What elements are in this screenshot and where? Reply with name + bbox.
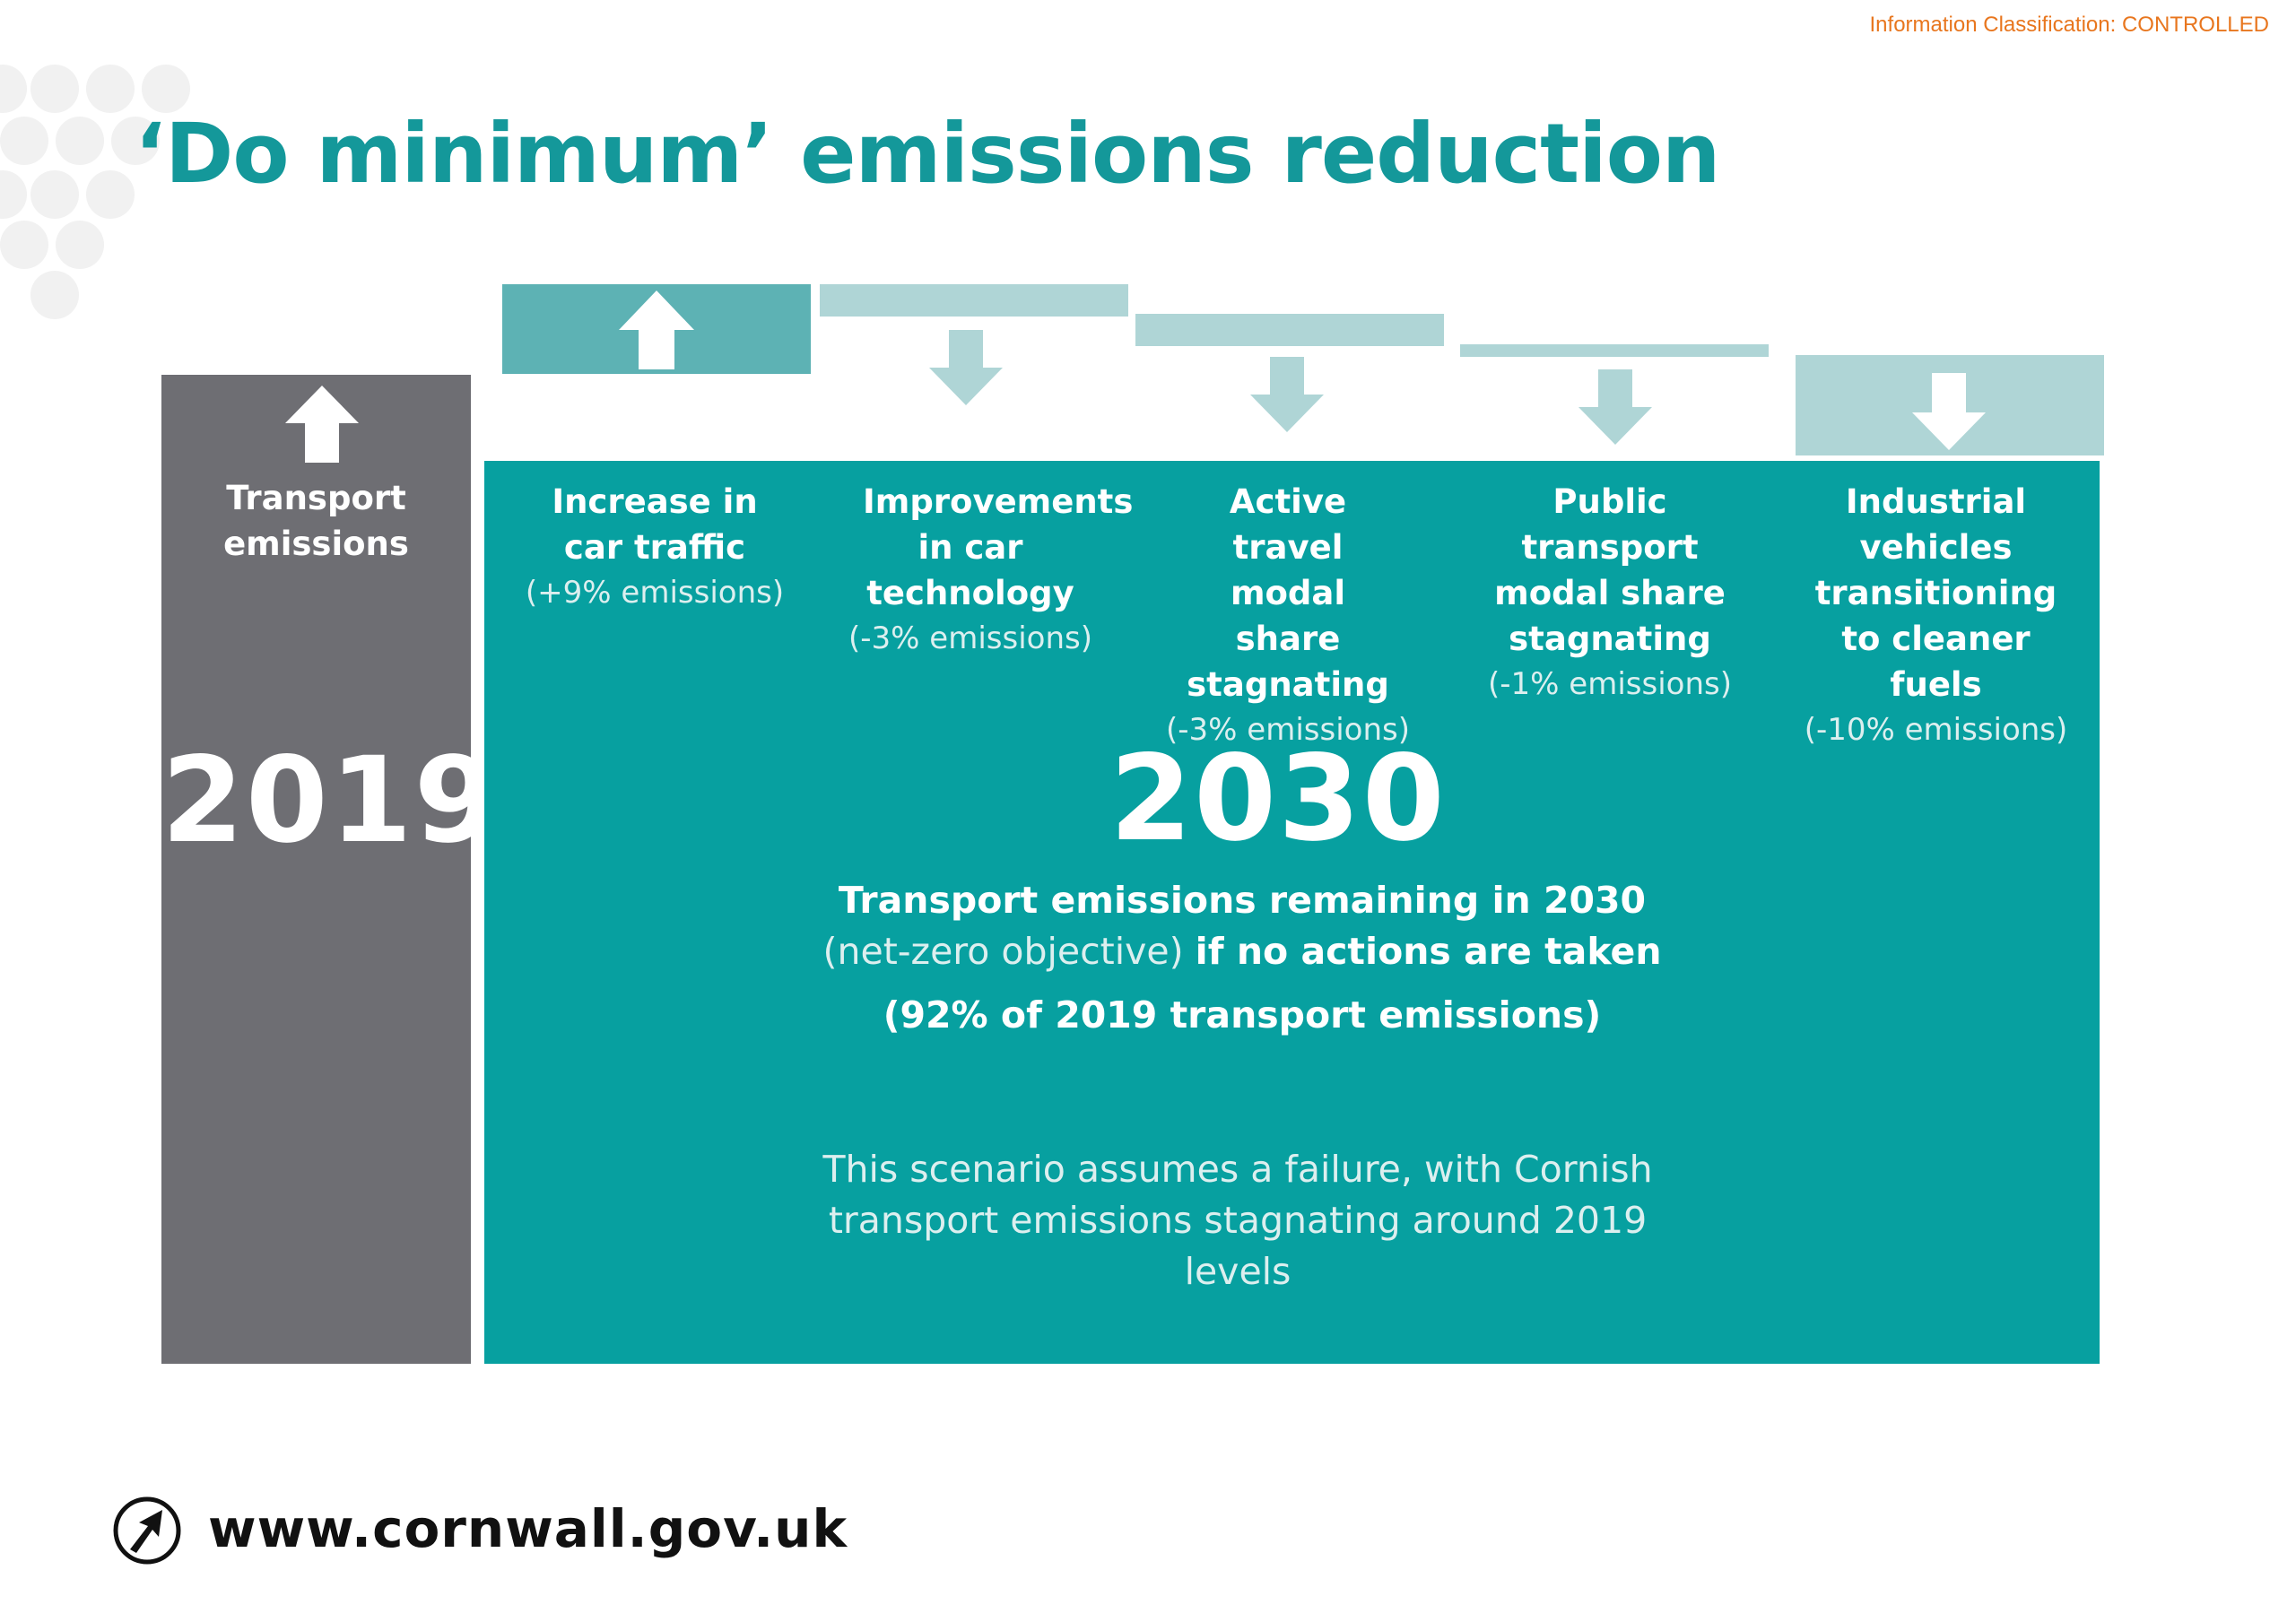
factor-name: Public transport modal share stagnating: [1494, 482, 1726, 658]
arrow-down-icon: [929, 330, 1003, 405]
factor-name: Increase in car traffic: [552, 482, 758, 567]
result-summary: Transport emissions remaining in 2030 (n…: [753, 875, 1731, 1041]
factor-name: Improvements in car technology: [863, 482, 1134, 612]
cornwall-council-arrow-logo-icon: [113, 1496, 181, 1565]
baseline-label: Transport emissions: [223, 479, 409, 563]
website-url-link[interactable]: www.cornwall.gov.uk: [208, 1498, 848, 1559]
result-line-2-light: (net-zero objective): [822, 930, 1184, 973]
result-2030-panel: Increase in car traffic (+9% emissions) …: [484, 461, 2100, 1364]
page-title: ‘Do minimum’ emissions reduction: [135, 106, 1720, 202]
factor-bar-car-technology: [820, 284, 1128, 317]
factor-label-industrial-vehicles: Industrial vehicles transitioning to cle…: [1781, 479, 2091, 753]
arrow-down-icon: [1578, 369, 1652, 445]
scenario-note: This scenario assumes a failure, with Co…: [822, 1148, 1653, 1293]
result-year: 2030: [1109, 730, 1447, 868]
factor-label-car-technology: Improvements in car technology (-3% emis…: [818, 479, 1134, 662]
factor-impact: (-1% emissions): [1488, 666, 1732, 702]
factor-impact: (-3% emissions): [848, 620, 1092, 656]
factor-name: Industrial vehicles transitioning to cle…: [1814, 482, 2057, 704]
arrow-up-icon: [285, 386, 359, 463]
result-line-3: (92% of 2019 transport emissions): [883, 993, 1602, 1037]
factor-impact: (-3% emissions): [1166, 712, 1410, 748]
baseline-2019-column: Transport emissions 2019: [161, 375, 499, 1364]
factor-impact: (-10% emissions): [1804, 712, 2068, 748]
result-line-2-bold: if no actions are taken: [1195, 930, 1662, 973]
factor-name: Active travel modal share stagnating: [1187, 482, 1389, 704]
factor-label-public-transport: Public transport modal share stagnating …: [1453, 479, 1767, 707]
arrow-up-icon: [619, 291, 694, 369]
arrow-down-icon: [1912, 373, 1986, 450]
result-line-1: Transport emissions remaining in 2030: [838, 879, 1647, 922]
factor-label-increase-car-traffic: Increase in car traffic (+9% emissions): [502, 479, 807, 616]
factor-label-active-travel: Active travel modal share stagnating (-3…: [1135, 479, 1440, 753]
baseline-year: 2019: [161, 732, 499, 870]
decorative-dot-pattern: [0, 0, 206, 323]
classification-label: Information Classification: CONTROLLED: [1869, 13, 2269, 37]
arrow-down-icon: [1250, 357, 1324, 432]
factor-bar-public-transport: [1460, 344, 1769, 357]
factor-impact: (+9% emissions): [525, 575, 785, 611]
factor-bar-active-travel: [1135, 314, 1444, 346]
